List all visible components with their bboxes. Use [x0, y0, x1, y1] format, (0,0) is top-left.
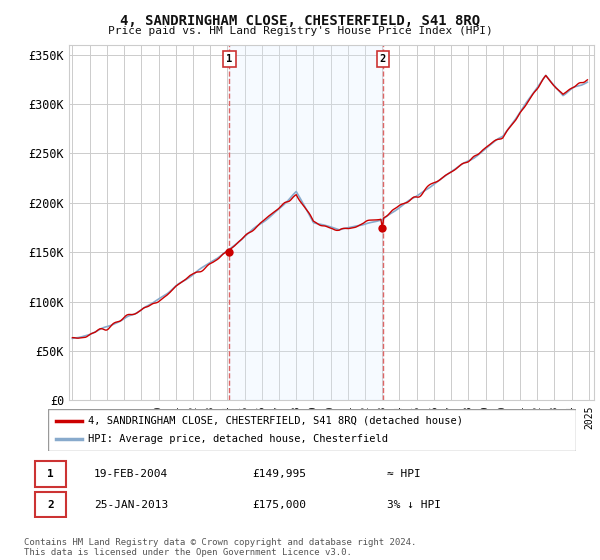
Text: Price paid vs. HM Land Registry's House Price Index (HPI): Price paid vs. HM Land Registry's House … [107, 26, 493, 36]
Text: 1: 1 [47, 469, 54, 479]
Text: 2: 2 [380, 54, 386, 64]
Text: 2: 2 [47, 500, 54, 510]
Text: HPI: Average price, detached house, Chesterfield: HPI: Average price, detached house, Ches… [88, 434, 388, 444]
Text: 4, SANDRINGHAM CLOSE, CHESTERFIELD, S41 8RQ: 4, SANDRINGHAM CLOSE, CHESTERFIELD, S41 … [120, 14, 480, 28]
Text: Contains HM Land Registry data © Crown copyright and database right 2024.
This d: Contains HM Land Registry data © Crown c… [24, 538, 416, 557]
FancyBboxPatch shape [48, 409, 576, 451]
FancyBboxPatch shape [35, 461, 66, 487]
Text: 1: 1 [226, 54, 233, 64]
FancyBboxPatch shape [35, 492, 66, 517]
Text: ≈ HPI: ≈ HPI [387, 469, 421, 479]
Text: £149,995: £149,995 [253, 469, 307, 479]
Bar [229, 45, 383, 400]
Text: 19-FEB-2004: 19-FEB-2004 [94, 469, 168, 479]
Text: 4, SANDRINGHAM CLOSE, CHESTERFIELD, S41 8RQ (detached house): 4, SANDRINGHAM CLOSE, CHESTERFIELD, S41 … [88, 416, 463, 426]
Text: 25-JAN-2013: 25-JAN-2013 [94, 500, 168, 510]
Text: 3% ↓ HPI: 3% ↓ HPI [387, 500, 440, 510]
Text: £175,000: £175,000 [253, 500, 307, 510]
